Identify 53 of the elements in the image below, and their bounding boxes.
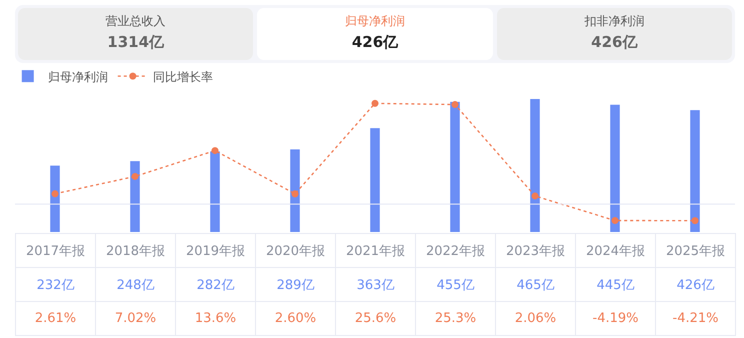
text: 营业总收入 (104, 13, 167, 30)
data-label: 25.6% (336, 302, 416, 336)
data-label: 25.3% (416, 302, 496, 336)
point (212, 147, 218, 154)
data-label: 465亿 (496, 268, 576, 302)
bar (210, 151, 220, 232)
point (612, 217, 618, 224)
text: 426亿 (350, 33, 400, 52)
text: 扣非净利润 (583, 13, 646, 30)
x-tick-label: 2020年报 (256, 234, 336, 268)
data-label: -4.21% (656, 302, 736, 336)
point (292, 190, 298, 198)
data-label: 2.06% (496, 302, 576, 336)
bar (690, 110, 700, 232)
point (692, 217, 698, 224)
text: 426亿 (590, 33, 638, 52)
bar (290, 149, 300, 232)
bar (610, 104, 620, 232)
point (532, 192, 538, 200)
bar (130, 161, 140, 232)
point (452, 101, 458, 108)
x-tick-label: 2019年报 (176, 234, 256, 268)
data-label: 7.02% (96, 302, 176, 336)
text: 归母净利润 (344, 13, 406, 30)
point (132, 172, 138, 180)
data-label: 363亿 (336, 268, 416, 302)
data-label: 289亿 (256, 268, 336, 302)
x-tick-label: 2023年报 (496, 234, 576, 268)
data-label: 2.61% (16, 302, 96, 336)
bar (50, 166, 60, 232)
bar (530, 99, 540, 232)
data-label: 426亿 (656, 268, 736, 302)
x-tick-label: 2022年报 (416, 234, 496, 268)
data-label: 232亿 (16, 268, 96, 302)
point (372, 100, 378, 107)
data-label: 13.6% (176, 302, 256, 336)
bar (450, 102, 460, 232)
data-label: 248亿 (96, 268, 176, 302)
x-tick-label: 2021年报 (336, 234, 416, 268)
data-label: 455亿 (416, 268, 496, 302)
x-tick-label: 2018年报 (96, 234, 176, 268)
text: 1314亿 (106, 33, 166, 52)
data-label: -4.19% (576, 302, 656, 336)
legend-label: 同比增长率 (152, 70, 213, 84)
x-tick-label: 2024年报 (576, 234, 656, 268)
data-label: 445亿 (576, 268, 656, 302)
x-tick-label: 2017年报 (16, 234, 96, 268)
bar (370, 128, 380, 232)
point (52, 190, 58, 198)
data-label: 2.60% (256, 302, 336, 336)
data-label: 282亿 (176, 268, 256, 302)
legend-label: 归母净利润 (48, 70, 108, 84)
x-tick-label: 2025年报 (656, 234, 736, 268)
